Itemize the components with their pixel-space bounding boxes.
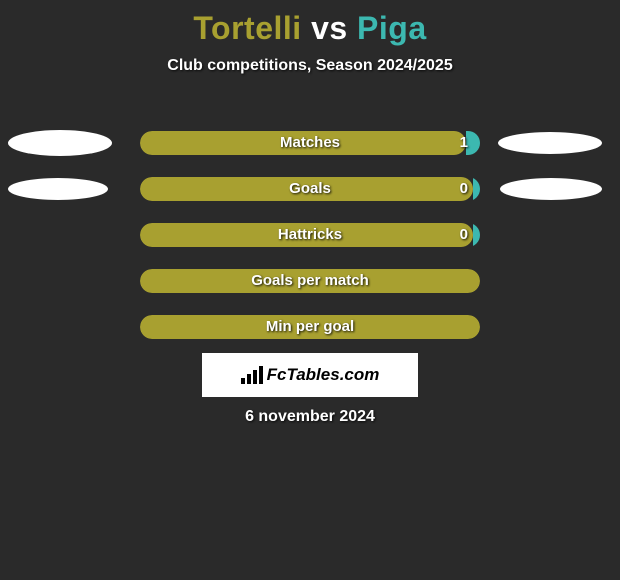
vs-separator: vs <box>302 10 357 46</box>
ellipse-right <box>500 178 602 200</box>
stat-rows: Matches 1 Goals 0 Hattricks 0 <box>0 120 620 350</box>
stat-bar: Min per goal <box>140 315 480 339</box>
player2-name: Piga <box>357 10 427 46</box>
stat-label: Matches <box>140 131 480 155</box>
ellipse-left <box>8 178 108 200</box>
stat-row-hattricks: Hattricks 0 <box>0 212 620 258</box>
stat-value-right: 0 <box>460 177 468 201</box>
stat-bar: Matches 1 <box>140 131 480 155</box>
comparison-widget: Tortelli vs Piga Club competitions, Seas… <box>0 0 620 580</box>
stat-row-matches: Matches 1 <box>0 120 620 166</box>
stat-bar: Hattricks 0 <box>140 223 480 247</box>
stat-label: Hattricks <box>140 223 480 247</box>
stat-label: Min per goal <box>140 315 480 339</box>
logo: FcTables.com <box>241 365 380 385</box>
bar-chart-icon <box>241 366 263 384</box>
stat-label: Goals per match <box>140 269 480 293</box>
stat-row-min-per-goal: Min per goal <box>0 304 620 350</box>
date-text: 6 november 2024 <box>0 408 620 426</box>
stat-row-goals-per-match: Goals per match <box>0 258 620 304</box>
ellipse-left <box>8 130 112 156</box>
stat-row-goals: Goals 0 <box>0 166 620 212</box>
subtitle: Club competitions, Season 2024/2025 <box>0 57 620 75</box>
stat-value-right: 1 <box>460 131 468 155</box>
logo-box: FcTables.com <box>202 353 418 397</box>
stat-bar: Goals per match <box>140 269 480 293</box>
stat-bar: Goals 0 <box>140 177 480 201</box>
stat-label: Goals <box>140 177 480 201</box>
player1-name: Tortelli <box>193 10 301 46</box>
page-title: Tortelli vs Piga <box>0 0 620 47</box>
logo-text: FcTables.com <box>267 365 380 385</box>
stat-value-right: 0 <box>460 223 468 247</box>
ellipse-right <box>498 132 602 154</box>
